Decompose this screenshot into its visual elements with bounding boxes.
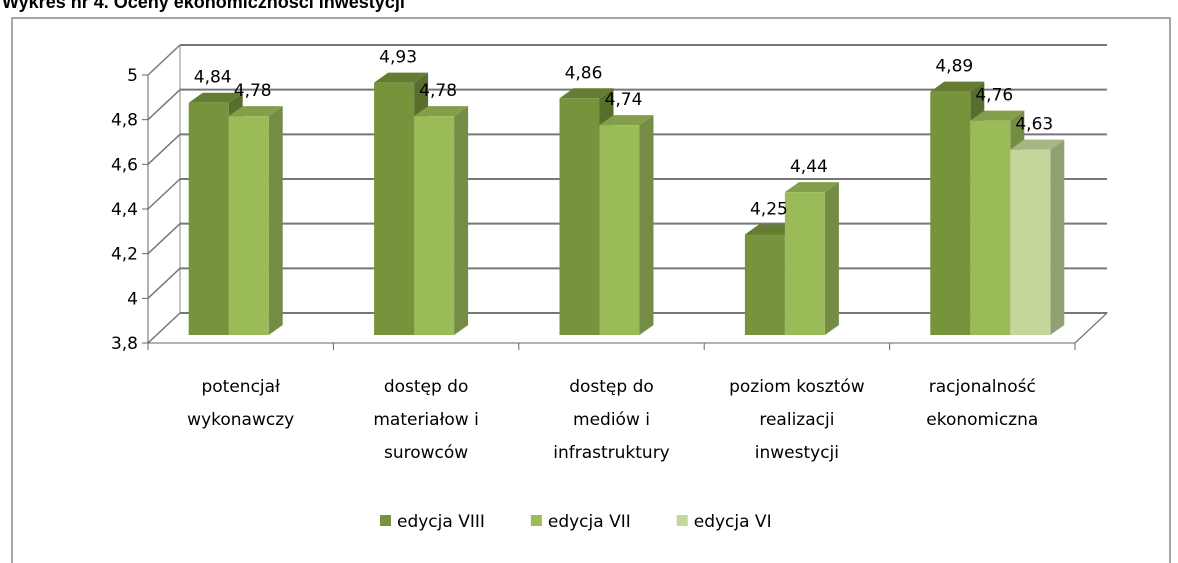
legend-label: edycja VII <box>548 512 631 532</box>
bar-front <box>188 102 229 335</box>
data-label: 4,78 <box>234 81 272 101</box>
grid-line-side <box>147 267 181 299</box>
grid-line-side <box>147 223 181 255</box>
y-tick-label: 4 <box>127 289 138 309</box>
data-label: 4,86 <box>565 63 603 83</box>
x-tick-label: dostęp do <box>569 377 654 397</box>
chart-frame <box>11 17 1171 563</box>
bar-top <box>970 110 1025 121</box>
chart-title: Wykres nr 4. Oceny ekonomiczności inwest… <box>2 0 405 12</box>
x-tick-label: surowców <box>384 443 468 463</box>
legend-swatch <box>380 515 391 526</box>
bar-top <box>784 182 839 193</box>
x-tick-label: ekonomiczna <box>926 410 1038 430</box>
x-tick-label: mediów i <box>573 410 650 430</box>
data-label: 4,76 <box>975 86 1013 106</box>
legend-swatch <box>530 515 542 526</box>
y-tick-label: 4,6 <box>111 155 138 175</box>
bar-front <box>374 82 415 335</box>
data-label: 4,93 <box>379 48 417 68</box>
grid-line-side <box>147 133 181 165</box>
y-tick-label: 5 <box>127 66 138 86</box>
bar <box>1010 139 1065 335</box>
x-tick-label: poziom kosztów <box>729 377 865 397</box>
bar-front <box>1010 149 1051 335</box>
bar <box>414 106 469 335</box>
grid-line-side <box>147 44 181 76</box>
bar <box>784 182 839 335</box>
y-tick-label: 4,8 <box>111 111 138 131</box>
bar-side <box>639 115 654 335</box>
y-tick-label: 3,8 <box>111 334 138 354</box>
bar-top <box>559 88 614 99</box>
bar-side <box>824 182 839 335</box>
bar-side <box>1050 139 1065 335</box>
bar-top <box>414 106 469 117</box>
data-label: 4,89 <box>935 57 973 77</box>
data-label: 4,78 <box>419 81 457 101</box>
bar-top <box>374 72 429 83</box>
bar-top <box>930 81 985 92</box>
y-tick-label: 4,2 <box>111 245 138 265</box>
data-label: 4,44 <box>790 157 828 177</box>
x-axis-side <box>1074 312 1108 344</box>
bar-front <box>559 98 600 336</box>
bar-front <box>414 116 455 335</box>
grid-line-side <box>147 89 181 121</box>
bar-front <box>228 116 269 335</box>
legend-label: edycja VIII <box>397 512 485 532</box>
bar-side <box>268 106 283 335</box>
data-label: 4,74 <box>605 90 643 110</box>
bar <box>599 115 654 335</box>
bar-front <box>970 120 1011 335</box>
bar-side <box>454 106 469 335</box>
x-tick-label: inwestycji <box>755 443 839 463</box>
x-tick-label: materiałow i <box>373 410 479 430</box>
bar-front <box>784 192 825 335</box>
bar-front <box>744 234 785 335</box>
legend-label: edycja VI <box>694 512 772 532</box>
bar <box>228 106 283 335</box>
x-tick-label: realizacji <box>759 410 834 430</box>
data-label: 4,63 <box>1015 115 1053 135</box>
data-label: 4,25 <box>750 200 788 220</box>
x-tick-label: potencjał <box>201 377 280 397</box>
x-tick-label: wykonawczy <box>187 410 294 430</box>
grid-line-side <box>147 178 181 210</box>
bar-top <box>188 92 243 103</box>
x-tick-label: dostęp do <box>384 377 469 397</box>
bar-top <box>1010 139 1065 150</box>
data-label: 4,84 <box>194 68 232 88</box>
bar-top <box>599 115 654 126</box>
y-tick-label: 4,4 <box>111 200 138 220</box>
x-tick-label: racjonalność <box>929 377 1036 397</box>
legend-swatch <box>676 515 688 526</box>
bar-front <box>599 125 640 335</box>
bar-front <box>930 91 971 335</box>
x-tick-label: infrastruktury <box>553 443 670 463</box>
grid-line-side <box>147 312 181 344</box>
bar-top <box>228 106 283 117</box>
